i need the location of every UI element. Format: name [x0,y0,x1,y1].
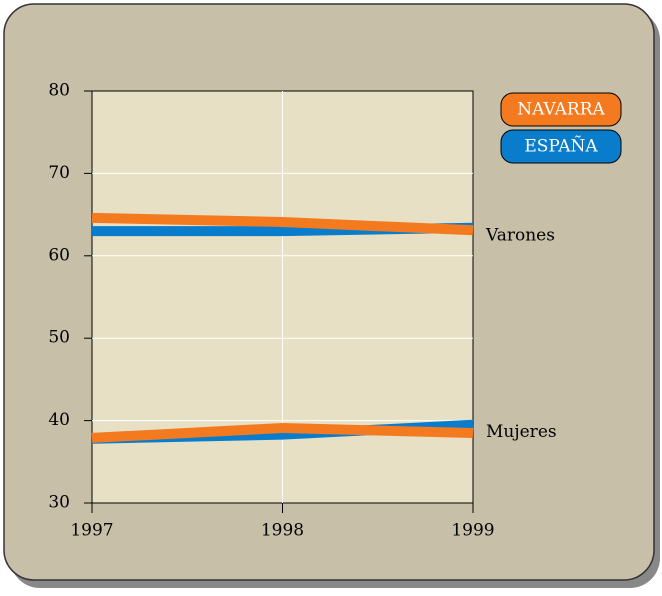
legend-label: ESPAÑA [524,136,598,157]
y-tick-label: 30 [48,493,70,513]
legend-swatch [500,92,622,127]
y-tick-label: 50 [48,328,70,348]
line [91,423,474,443]
line [91,212,474,236]
group-label: Mujeres [486,422,557,442]
x-tick-label: 1998 [261,521,304,541]
y-tick-label: 60 [48,245,70,265]
legend-label: NAVARRA [517,100,605,120]
x-tick-label: 1997 [70,521,113,541]
legend-swatch [500,129,622,164]
y-tick-label: 40 [48,410,70,430]
y-tick-label: 80 [48,81,70,101]
group-label: Varones [485,225,555,245]
y-tick-label: 70 [48,163,70,183]
x-tick-label: 1999 [451,521,494,541]
